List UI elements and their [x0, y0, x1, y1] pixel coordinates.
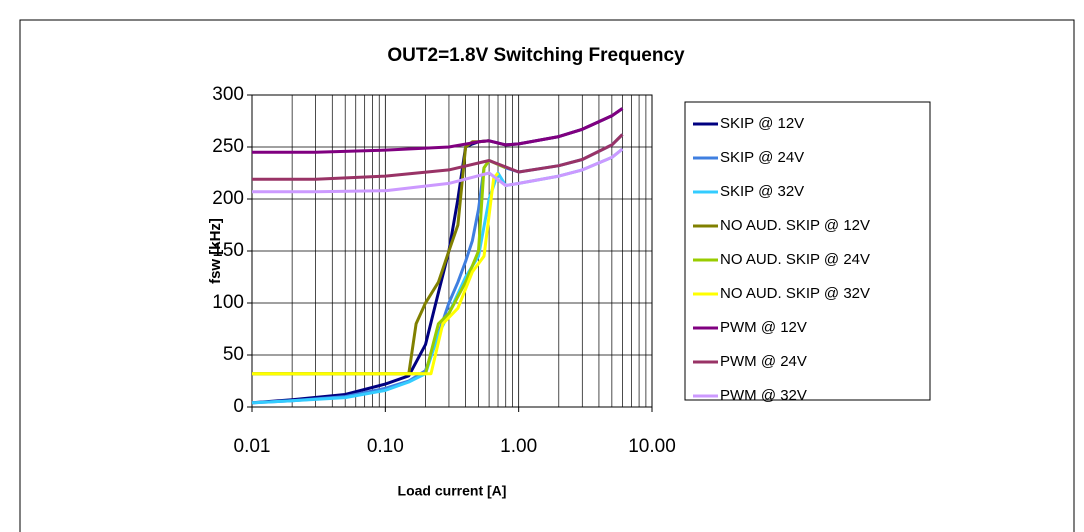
- legend-label: SKIP @ 32V: [720, 183, 804, 200]
- y-tick-label: 150: [212, 240, 244, 261]
- series-line: [252, 107, 624, 154]
- legend-label: NO AUD. SKIP @ 12V: [720, 217, 870, 234]
- y-tick-label: 50: [223, 344, 244, 365]
- y-tick-label: 200: [212, 188, 244, 209]
- y-tick-label: 100: [212, 292, 244, 313]
- legend-label: PWM @ 12V: [720, 319, 807, 336]
- legend-label: PWM @ 24V: [720, 353, 807, 370]
- legend-label: PWM @ 32V: [720, 387, 807, 404]
- x-axis-label: Load current [A]: [398, 483, 507, 499]
- y-tick-label: 250: [212, 136, 244, 157]
- plot-area: [251, 94, 653, 408]
- x-tick-label: 10.00: [628, 436, 676, 457]
- y-tick-label: 0: [233, 396, 244, 417]
- legend-box: [684, 101, 931, 401]
- legend-label: SKIP @ 24V: [720, 149, 804, 166]
- x-tick-label: 0.10: [367, 436, 404, 457]
- legend-label: SKIP @ 12V: [720, 115, 804, 132]
- series-line: [252, 172, 500, 376]
- legend-label: NO AUD. SKIP @ 32V: [720, 285, 870, 302]
- y-tick-label: 300: [212, 84, 244, 105]
- x-tick-label: 0.01: [234, 436, 271, 457]
- legend-label: NO AUD. SKIP @ 24V: [720, 251, 870, 268]
- series-line: [252, 147, 624, 194]
- chart-title: OUT2=1.8V Switching Frequency: [387, 45, 685, 66]
- x-tick-label: 1.00: [500, 436, 537, 457]
- y-axis-label: fsw [kHz]: [207, 218, 224, 284]
- series-line: [252, 133, 624, 181]
